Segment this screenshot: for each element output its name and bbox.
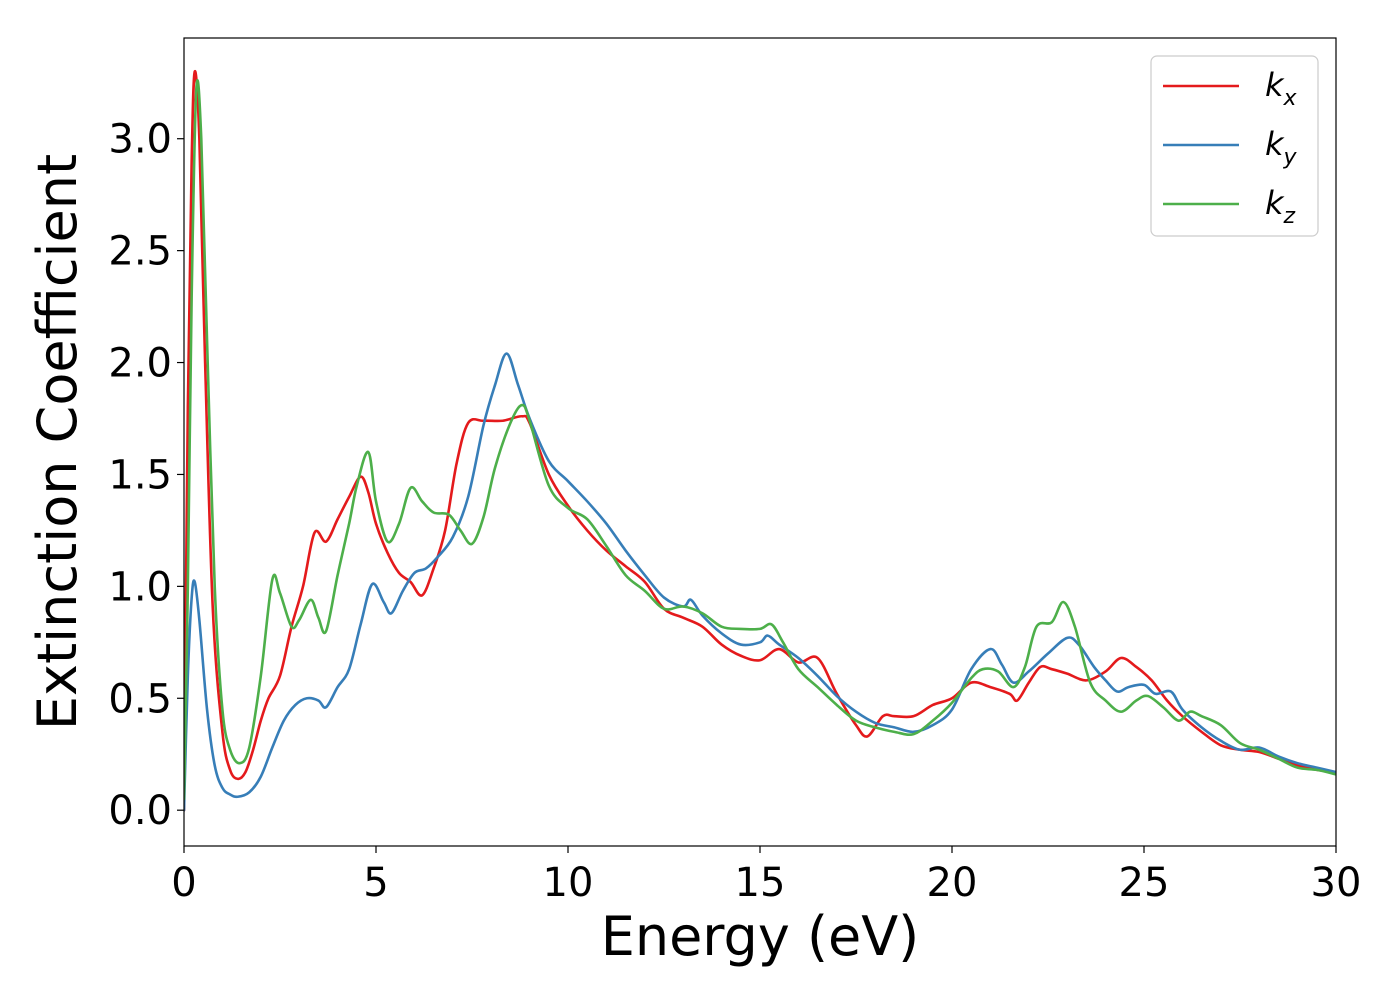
legend-label-ky: ky	[1265, 125, 1298, 170]
y-axis-ticks: 0.0 0.5 1.0 1.5 2.0 2.5 3.0	[108, 117, 184, 834]
legend-label-kx: kx	[1265, 66, 1298, 111]
x-tick-label: 20	[927, 860, 978, 906]
series-line-kz	[184, 79, 1336, 801]
y-tick-label: 2.0	[108, 341, 172, 387]
y-tick-label: 1.5	[108, 452, 172, 498]
y-tick-label: 0.0	[108, 788, 172, 834]
x-tick-label: 30	[1311, 860, 1362, 906]
y-tick-label: 1.0	[108, 564, 172, 610]
legend-label-kz: kz	[1265, 184, 1296, 229]
x-tick-label: 15	[735, 860, 786, 906]
x-tick-label: 0	[171, 860, 196, 906]
y-tick-label: 0.5	[108, 676, 172, 722]
series-line-kx	[184, 69, 1336, 812]
series-layer	[184, 69, 1336, 812]
series-line-ky	[184, 352, 1336, 812]
y-axis-title: Extinction Coefficient	[26, 154, 89, 730]
legend: kx ky kz	[1150, 55, 1319, 237]
x-axis-ticks: 0 5 10 15 20 25 30	[171, 846, 1361, 906]
y-tick-label: 3.0	[108, 117, 172, 163]
x-tick-label: 5	[363, 860, 388, 906]
y-tick-label: 2.5	[108, 229, 172, 275]
x-tick-label: 10	[543, 860, 594, 906]
x-axis-title: Energy (eV)	[601, 905, 920, 968]
x-tick-label: 25	[1119, 860, 1170, 906]
